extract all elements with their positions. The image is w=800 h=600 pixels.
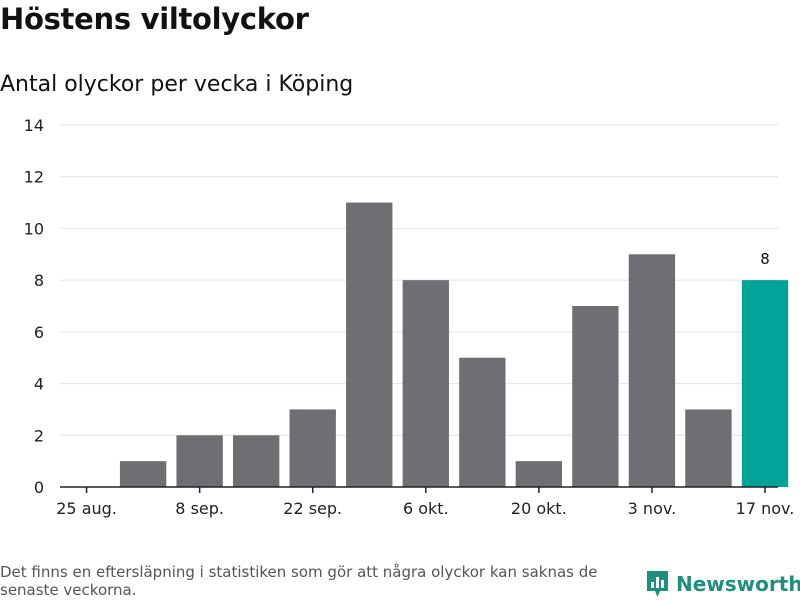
- x-tick-label: 22 sep.: [283, 499, 342, 518]
- bar: [119, 461, 167, 487]
- bar: [515, 461, 563, 487]
- bar-chart: 0 2 4 6 8 10 12 14 25 aug. 8 sep. 22 sep. 6 okt. 20 …: [24, 116, 795, 518]
- bar: [572, 306, 619, 487]
- bar: [628, 254, 676, 487]
- bar: [176, 435, 223, 487]
- footnote: Det finns en eftersläpning i statistiken…: [0, 563, 598, 599]
- y-tick-label: 4: [34, 375, 44, 394]
- chart-title: Höstens viltolyckor: [0, 2, 309, 36]
- x-tick-label: 25 aug.: [56, 499, 117, 518]
- x-tick-label: 8 sep.: [175, 499, 224, 518]
- y-tick-label: 12: [24, 168, 44, 187]
- chart-subtitle: Antal olyckor per vecka i Köping: [0, 72, 354, 97]
- bar: [289, 409, 336, 487]
- brand-logo: Newsworthy: [645, 569, 800, 599]
- x-tick-label: 6 okt.: [403, 499, 449, 518]
- bar: [685, 409, 732, 487]
- y-tick-label: 8: [34, 271, 44, 290]
- x-tick-label: 20 okt.: [511, 499, 567, 518]
- data-label: 8: [760, 250, 770, 268]
- bar: [402, 280, 449, 487]
- bar-highlight: [741, 280, 789, 487]
- y-tick-label: 14: [24, 116, 44, 135]
- x-tick-label: 3 nov.: [628, 499, 677, 518]
- y-tick-label: 6: [34, 323, 44, 342]
- x-tick-label: 17 nov.: [736, 499, 795, 518]
- y-tick-label: 2: [34, 426, 44, 445]
- bar: [459, 357, 506, 487]
- bar: [346, 202, 393, 488]
- y-tick-label: 10: [24, 219, 44, 238]
- y-tick-label: 0: [34, 478, 44, 497]
- bar-chart-logo-icon: [647, 571, 668, 597]
- bar: [232, 435, 280, 487]
- brand-name: Newsworthy: [676, 572, 800, 596]
